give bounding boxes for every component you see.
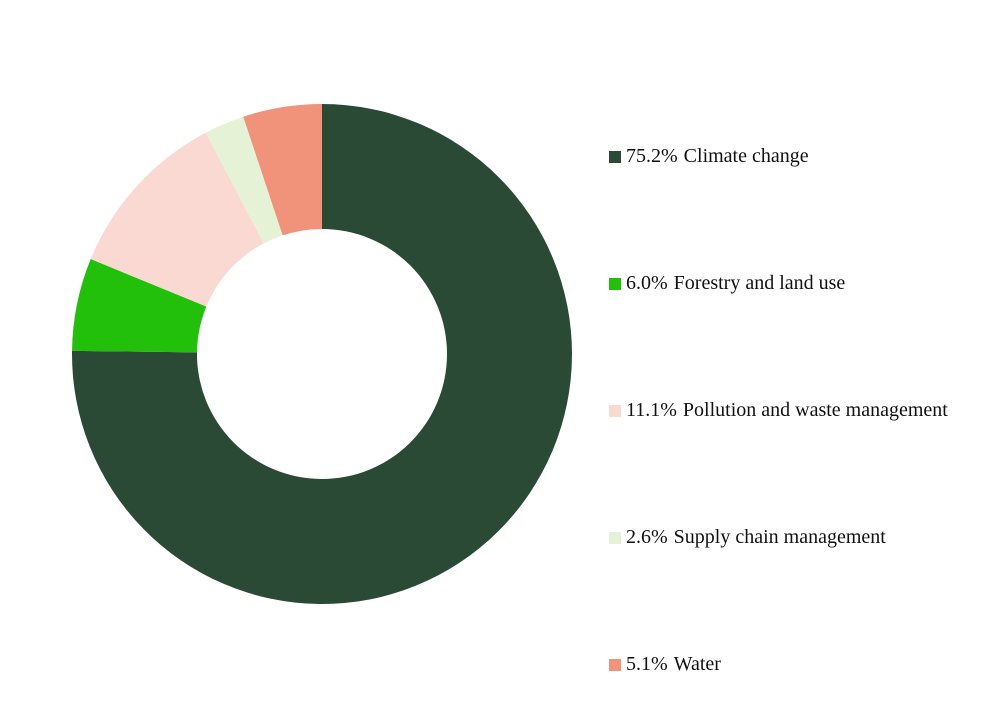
legend-name: Supply chain management	[674, 526, 887, 548]
legend-swatch	[609, 151, 621, 163]
legend-label: 5.1% Water	[626, 653, 721, 675]
legend-value: 5.1%	[626, 653, 668, 675]
legend-label: 6.0% Forestry and land use	[626, 272, 845, 294]
legend-label: 2.6% Supply chain management	[626, 526, 886, 548]
legend-name: Water	[674, 653, 722, 675]
donut-slice	[90, 132, 264, 307]
legend-value: 11.1%	[626, 399, 677, 421]
donut-slice	[72, 104, 573, 604]
legend-label: 75.2% Climate change	[626, 145, 809, 167]
legend-name: Climate change	[684, 145, 809, 167]
legend-swatch	[609, 532, 621, 544]
legend-swatch	[609, 405, 621, 417]
legend-name: Pollution and waste management	[683, 399, 948, 421]
legend-swatch	[609, 278, 621, 290]
legend-swatch	[609, 659, 621, 671]
donut-slice	[72, 259, 207, 353]
legend-value: 6.0%	[626, 272, 668, 294]
legend-label: 11.1% Pollution and waste management	[626, 399, 948, 421]
legend-value: 75.2%	[626, 145, 678, 167]
legend-name: Forestry and land use	[674, 272, 846, 294]
donut-slice	[205, 116, 283, 244]
legend-value: 2.6%	[626, 526, 668, 548]
donut-slice	[243, 104, 322, 236]
